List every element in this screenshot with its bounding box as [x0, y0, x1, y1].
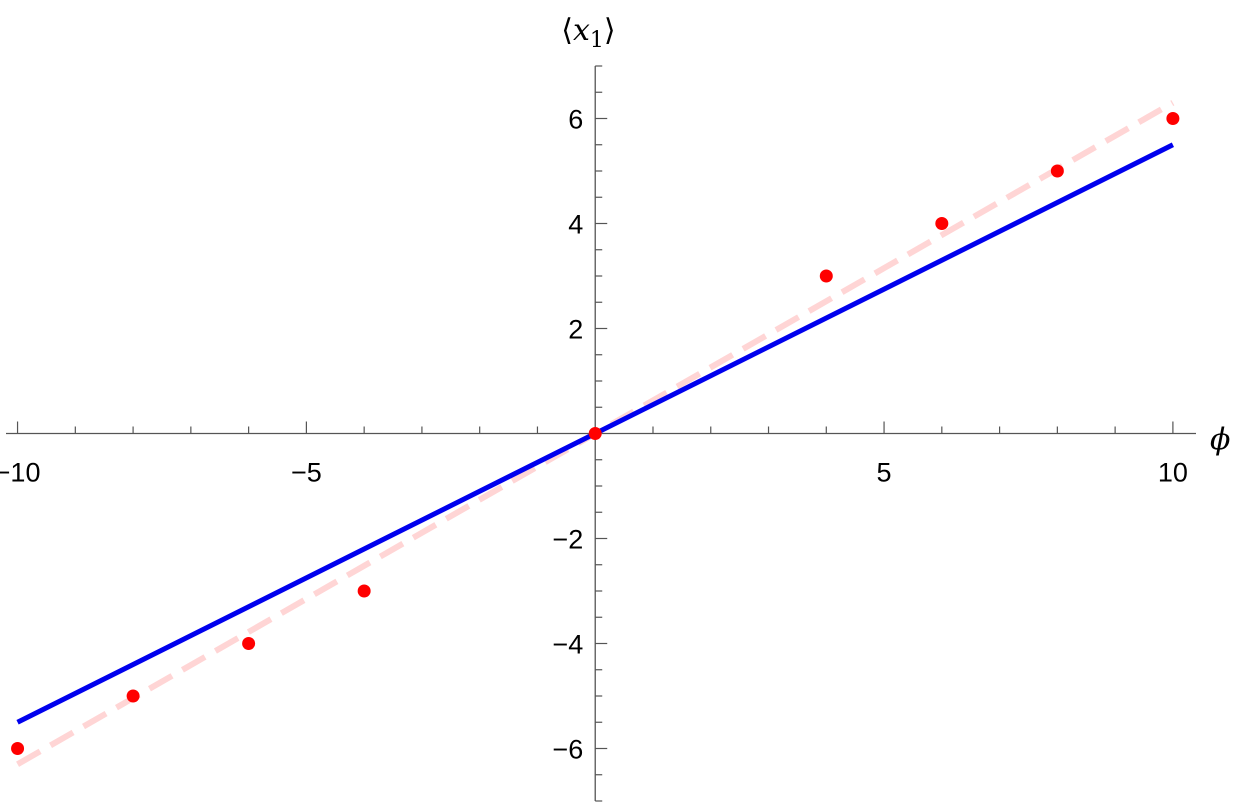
x-tick-label: −10 [0, 458, 40, 488]
y-tick-label: −2 [552, 525, 583, 555]
y-tick-label: 6 [568, 105, 583, 135]
x-tick-label: −5 [291, 458, 322, 488]
x-axis-label: ϕ [1210, 423, 1230, 458]
y-tick-label: 4 [568, 210, 583, 240]
y-tick-label: 2 [568, 315, 583, 345]
y-axis-label-subscript: 1 [590, 28, 604, 53]
ticks [16, 65, 1174, 802]
data-point [819, 269, 833, 283]
data-point [357, 584, 371, 598]
data-point [11, 742, 25, 755]
data-point [242, 637, 256, 650]
y-axis-label-close: ⟩ [604, 13, 616, 48]
y-tick-label: −4 [552, 630, 583, 660]
x-tick-label: 10 [1158, 458, 1188, 488]
y-axis-label-open: ⟨ [561, 13, 573, 48]
data-point [1050, 164, 1064, 178]
series-layer [11, 100, 1180, 767]
y-axis-label-symbol: x [573, 13, 590, 48]
data-point [126, 689, 140, 703]
x-tick-label: 5 [877, 458, 892, 488]
data-point [1166, 112, 1180, 125]
data-point [935, 217, 949, 230]
data-point [588, 427, 602, 440]
y-axis-label: ⟨x1⟩ [561, 13, 615, 53]
tick-labels: −10 −5 5 10 −6 −4 −2 2 4 6 [0, 105, 1188, 765]
y-tick-label: −6 [552, 735, 583, 765]
